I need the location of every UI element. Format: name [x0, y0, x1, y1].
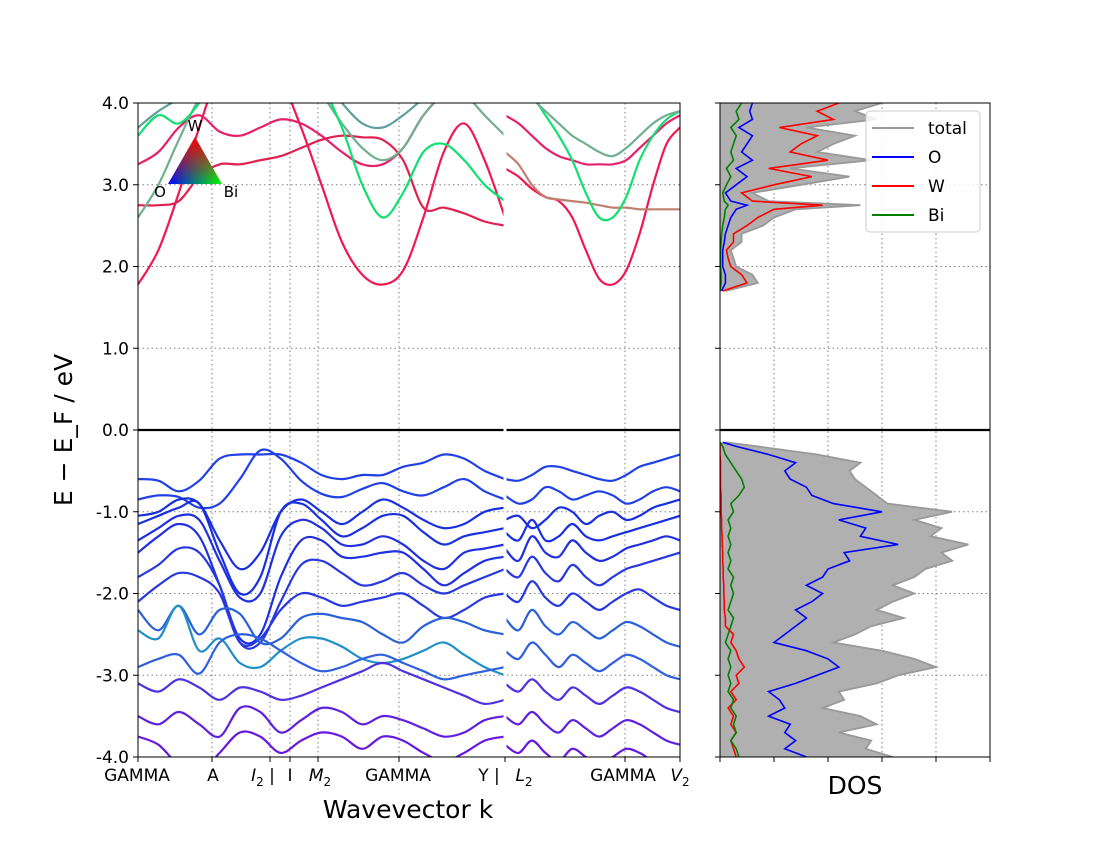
band-line-s1-2	[138, 103, 505, 168]
band-line-s2-3	[536, 103, 680, 222]
band-line-s2-13	[504, 641, 680, 681]
band-xtick-label: V2	[670, 766, 689, 789]
band-line-s1-12	[138, 546, 506, 650]
band-ytick-label: -2.0	[96, 585, 129, 605]
band-line-s2-8	[504, 514, 680, 543]
triangle-label-left: O	[154, 183, 166, 201]
band-ytick-label: -4.0	[96, 748, 129, 768]
band-ytick-label: 3.0	[102, 176, 129, 196]
band-structure-panel: -4.0 -3.0 -2.0 -1.0 0.0 1.0 2.0 3.0 4.0 GAMMA A I2…	[49, 94, 690, 824]
dos-legend: total OW Bi	[865, 110, 981, 233]
projection-triangle: W O Bi	[154, 117, 238, 201]
band-line-s1-15	[138, 604, 506, 677]
band-line-s2-1	[504, 151, 680, 211]
band-line-s2-14	[504, 678, 680, 714]
band-line-s2-5	[504, 453, 680, 482]
band-xtick-label: GAMMA	[590, 766, 656, 786]
band-line-s2-9	[504, 535, 680, 563]
band-xtick-label: A	[207, 766, 219, 786]
band-line-s2-15	[504, 710, 680, 746]
band-line-s2-0	[504, 126, 680, 287]
band-ytick-label: 0.0	[102, 421, 129, 441]
triangle-label-right: Bi	[224, 183, 238, 201]
band-ytick-label: -1.0	[96, 503, 129, 523]
dos-fill-total	[720, 442, 969, 757]
dos-ticks	[715, 102, 991, 762]
band-xtick-label: I2 |	[251, 766, 275, 789]
band-line-s1-16	[138, 633, 506, 681]
band-line-s1-9	[138, 499, 506, 596]
band-line-s1-10	[138, 513, 506, 603]
dos-line-O	[720, 103, 754, 292]
triangle-label-top: W	[188, 117, 203, 135]
band-xtick-label: M2	[309, 766, 331, 789]
band-line-s2-7	[504, 498, 680, 530]
legend-label-total: total	[928, 119, 967, 139]
band-line-s1-19	[138, 730, 506, 757]
band-ytick-label: 1.0	[102, 339, 129, 359]
dos-line-Bi	[720, 441, 746, 757]
band-line-s1-18	[138, 705, 506, 739]
dos-line-O	[722, 441, 899, 757]
legend-label-W: W	[928, 177, 945, 197]
band-line-s1-6	[138, 452, 506, 493]
band-line-s2-10	[504, 551, 680, 587]
band-y-ticks: -4.0 -3.0 -2.0 -1.0 0.0 1.0 2.0 3.0 4.0	[96, 94, 138, 768]
band-x-axis-label: Wavevector k	[323, 795, 494, 824]
band-line-s2-11	[504, 580, 680, 611]
band-line-s2-4	[535, 103, 680, 158]
band-line-s1-14	[138, 604, 506, 646]
band-line-s1-4	[138, 103, 506, 219]
band-line-s2-6	[504, 485, 680, 505]
band-line-s1-11	[138, 522, 506, 645]
band-line-s1-7	[138, 448, 506, 510]
band-ytick-label: 4.0	[102, 94, 129, 114]
dos-x-axis-label: DOS	[828, 771, 883, 800]
band-xtick-label: Y |	[477, 766, 500, 786]
band-line-s2-16	[504, 739, 649, 757]
band-x-ticks: GAMMA A I2 | I M2 GAMMA Y | L2 GAMMA V2	[104, 757, 690, 789]
band-ytick-label: -3.0	[96, 666, 129, 686]
band-xtick-label: L2	[515, 766, 532, 789]
band-xtick-label: I	[287, 766, 292, 786]
dos-fill-total	[720, 103, 882, 291]
dos-line-total	[725, 103, 883, 292]
legend-box	[865, 110, 981, 233]
legend-label-Bi: Bi	[928, 206, 944, 226]
dos-line-total	[725, 441, 969, 757]
legend-label-O: O	[928, 148, 941, 168]
dos-panel: DOS total OW Bi	[715, 102, 991, 800]
band-line-s2-12	[504, 608, 680, 648]
band-xtick-label: GAMMA	[365, 766, 431, 786]
band-y-axis-label: E − E_F / eV	[49, 354, 78, 506]
band-xtick-label: GAMMA	[104, 766, 170, 786]
band-line-s1-0	[138, 103, 507, 286]
band-line-s1-17	[138, 661, 506, 706]
dos-line-W	[722, 103, 840, 292]
dos-series	[720, 103, 969, 757]
band-ytick-label: 2.0	[102, 258, 129, 278]
band-lines	[138, 103, 680, 757]
